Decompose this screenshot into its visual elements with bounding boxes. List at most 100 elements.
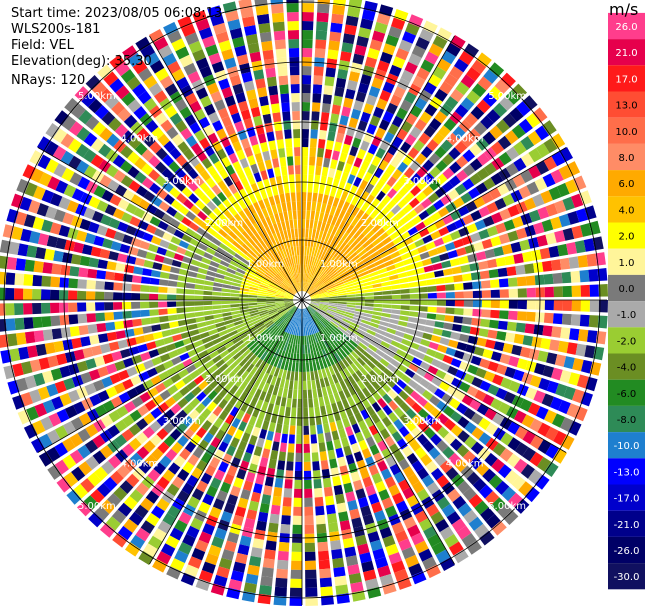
velocity-gate (570, 314, 581, 326)
velocity-gate (381, 195, 392, 206)
velocity-gate (95, 302, 105, 311)
velocity-gate (125, 225, 137, 236)
velocity-gate (70, 215, 83, 228)
velocity-gate (113, 282, 123, 291)
velocity-gate (23, 214, 36, 228)
velocity-gate (347, 396, 356, 407)
velocity-gate (83, 207, 96, 220)
velocity-gate (388, 552, 402, 565)
velocity-gate (443, 405, 455, 418)
velocity-gate (392, 256, 403, 264)
velocity-gate (254, 347, 263, 356)
velocity-gate (335, 493, 345, 505)
velocity-gate (469, 143, 483, 157)
velocity-gate (156, 188, 168, 200)
velocity-gate (323, 277, 331, 284)
velocity-gate (60, 133, 75, 148)
velocity-gate (319, 320, 327, 328)
velocity-gate (450, 424, 463, 437)
velocity-gate (260, 351, 268, 361)
velocity-gate (246, 89, 257, 101)
velocity-gate (244, 394, 253, 405)
velocity-gate (508, 380, 521, 393)
velocity-gate (186, 380, 198, 391)
velocity-gate (175, 120, 188, 133)
velocity-gate (226, 532, 240, 544)
velocity-gate (414, 510, 428, 524)
velocity-gate (453, 549, 469, 564)
velocity-gate (457, 480, 471, 494)
velocity-gate (73, 242, 84, 254)
velocity-gate (365, 522, 378, 534)
velocity-gate (135, 185, 148, 198)
velocity-gate (298, 389, 302, 399)
velocity-gate (111, 509, 127, 524)
velocity-gate (212, 300, 222, 305)
velocity-gate (272, 112, 282, 123)
velocity-gate (296, 282, 300, 292)
velocity-gate (320, 319, 328, 327)
velocity-gate (491, 351, 502, 362)
velocity-gate (399, 508, 413, 521)
velocity-gate (331, 402, 339, 413)
velocity-gate (391, 289, 401, 295)
velocity-gate (360, 339, 370, 347)
velocity-gate (273, 223, 279, 233)
velocity-gate (257, 220, 265, 230)
velocity-gate (91, 170, 105, 183)
velocity-gate (419, 378, 431, 389)
velocity-gate (511, 475, 526, 491)
velocity-gate (191, 79, 205, 92)
velocity-gate (436, 27, 452, 42)
velocity-gate (68, 302, 78, 313)
velocity-gate (273, 367, 280, 377)
velocity-gate (217, 180, 228, 191)
velocity-gate (335, 312, 344, 318)
velocity-gate (340, 322, 349, 329)
velocity-gate (203, 301, 213, 306)
velocity-gate (203, 232, 214, 242)
velocity-gate (583, 238, 595, 252)
velocity-gate (357, 543, 370, 555)
velocity-gate (537, 350, 549, 363)
velocity-gate (310, 302, 320, 306)
velocity-gate (218, 410, 229, 421)
velocity-gate (276, 319, 284, 327)
velocity-gate (61, 115, 77, 131)
velocity-gate (392, 56, 406, 69)
velocity-gate (255, 399, 264, 410)
velocity-gate (324, 76, 335, 87)
velocity-gate (279, 533, 290, 543)
velocity-gate (554, 200, 567, 214)
velocity-gate (258, 199, 266, 210)
velocity-gate (296, 434, 302, 444)
velocity-gate (181, 233, 193, 243)
velocity-gate (32, 274, 43, 287)
velocity-gate (275, 300, 284, 302)
velocity-gate (218, 329, 228, 337)
velocity-gate (215, 359, 226, 368)
velocity-gate (283, 312, 290, 321)
velocity-gate (330, 540, 342, 551)
velocity-gate (458, 381, 471, 393)
velocity-gate (265, 247, 273, 257)
velocity-gate (250, 106, 261, 118)
velocity-gate (365, 205, 375, 216)
velocity-gate (277, 222, 283, 232)
velocity-gate (502, 113, 517, 128)
velocity-gate (158, 44, 173, 59)
velocity-gate (275, 302, 285, 305)
velocity-gate (493, 246, 504, 257)
velocity-gate (451, 518, 466, 533)
velocity-gate (242, 317, 252, 323)
velocity-gate (463, 373, 475, 384)
velocity-gate (586, 253, 597, 267)
velocity-gate (47, 464, 62, 480)
velocity-gate (428, 248, 439, 257)
velocity-gate (232, 561, 246, 573)
velocity-gate (507, 230, 519, 242)
velocity-gate (361, 277, 372, 283)
velocity-gate (339, 241, 347, 251)
velocity-gate (405, 22, 420, 36)
velocity-gate (426, 348, 437, 358)
